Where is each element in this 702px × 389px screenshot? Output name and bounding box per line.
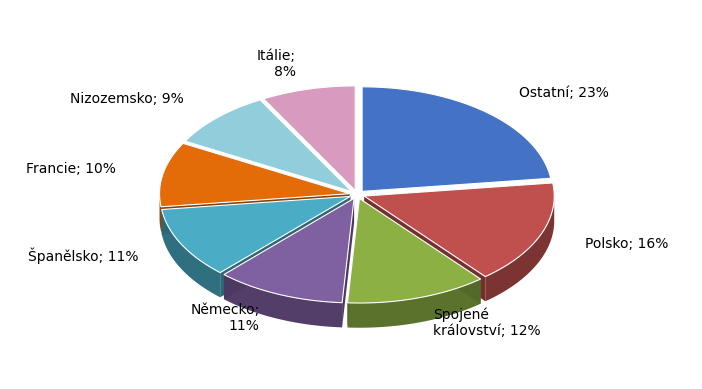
Text: Ostatní; 23%: Ostatní; 23% bbox=[519, 86, 609, 100]
Polygon shape bbox=[364, 183, 555, 277]
Polygon shape bbox=[347, 198, 481, 303]
Text: Itálie;
8%: Itálie; 8% bbox=[257, 49, 296, 79]
Text: Spojené
království; 12%: Spojené království; 12% bbox=[433, 307, 541, 338]
Polygon shape bbox=[220, 196, 350, 297]
Polygon shape bbox=[161, 210, 220, 297]
Polygon shape bbox=[347, 198, 359, 328]
Polygon shape bbox=[485, 196, 555, 301]
Text: Polsko; 16%: Polsko; 16% bbox=[585, 237, 668, 251]
Polygon shape bbox=[159, 194, 161, 231]
Polygon shape bbox=[185, 100, 352, 191]
Polygon shape bbox=[264, 86, 355, 191]
Polygon shape bbox=[224, 198, 354, 303]
Polygon shape bbox=[362, 87, 550, 191]
Text: Německo;
11%: Německo; 11% bbox=[190, 303, 260, 333]
Polygon shape bbox=[359, 198, 481, 304]
Polygon shape bbox=[161, 194, 350, 231]
Text: Španělsko; 11%: Španělsko; 11% bbox=[28, 247, 138, 264]
Polygon shape bbox=[224, 275, 342, 328]
Text: Francie; 10%: Francie; 10% bbox=[27, 162, 117, 176]
Polygon shape bbox=[224, 198, 354, 299]
Polygon shape bbox=[347, 279, 481, 328]
Polygon shape bbox=[364, 196, 485, 301]
Polygon shape bbox=[159, 144, 350, 207]
Polygon shape bbox=[342, 198, 354, 328]
Polygon shape bbox=[161, 196, 350, 273]
Polygon shape bbox=[161, 196, 350, 234]
Text: Nizozemsko; 9%: Nizozemsko; 9% bbox=[70, 92, 184, 106]
